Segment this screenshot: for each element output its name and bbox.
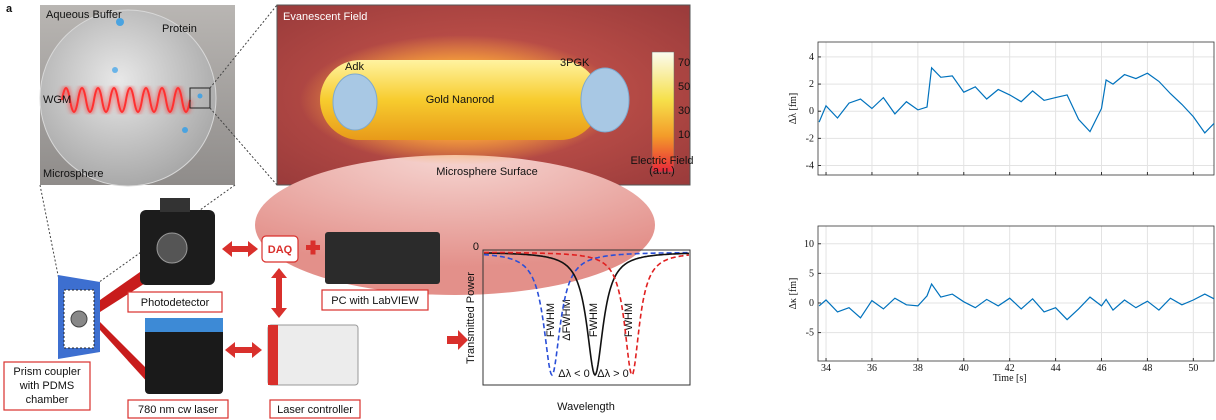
pc-label: PC with LabVIEW — [331, 295, 419, 307]
x-tick-label: 44 — [1051, 363, 1061, 374]
photodetector-label: Photodetector — [141, 297, 210, 309]
colorbar-title: (a.u.) — [649, 165, 675, 177]
x-axis-label: Wavelength — [557, 401, 615, 413]
x-tick-label: 34 — [821, 363, 831, 374]
y-tick-label: 0 — [809, 106, 814, 117]
wgm-label: WGM — [43, 94, 71, 106]
plot-area — [818, 42, 1214, 175]
shift-label: Δλ < 0 — [558, 368, 590, 380]
prism-label: chamber — [26, 394, 69, 406]
pgk-label: 3PGK — [560, 57, 590, 69]
x-tick-label: 40 — [959, 363, 969, 374]
y-axis-label: Transmitted Power — [465, 272, 477, 364]
fwhm-label: FWHM — [545, 303, 557, 337]
panel-label: a — [6, 3, 13, 15]
colorbar-tick: 30 — [678, 105, 690, 117]
rod-label: Gold Nanorod — [426, 94, 495, 106]
daq-label: DAQ — [268, 244, 293, 256]
buffer-label: Aqueous Buffer — [46, 9, 122, 21]
microsphere-label: Microsphere — [43, 168, 104, 180]
x-tick-label: 46 — [1097, 363, 1107, 374]
plot-area — [818, 226, 1214, 361]
field-title: Evanescent Field — [283, 11, 367, 23]
surface-label: Microsphere Surface — [436, 166, 538, 178]
x-tick-label: 50 — [1188, 363, 1198, 374]
colorbar-tick: 10 — [678, 129, 690, 141]
y-tick-label: 5 — [809, 268, 814, 279]
y-tick-label: 4 — [809, 52, 814, 63]
x-tick-label: 36 — [867, 363, 877, 374]
y-axis-label: Δλ [fm] — [788, 93, 799, 125]
x-tick-label: 48 — [1142, 363, 1152, 374]
fwhm-label: FWHM — [588, 303, 600, 337]
colorbar-tick: 70 — [678, 57, 690, 69]
prism-label: Prism coupler — [13, 366, 81, 378]
protein-label: Protein — [162, 23, 197, 35]
y-tick-label: -4 — [806, 161, 814, 172]
y-tick-label: -2 — [806, 133, 814, 144]
x-tick-label: 38 — [913, 363, 923, 374]
y-tick-label: 0 — [809, 298, 814, 309]
y-tick-label: 10 — [804, 239, 814, 250]
colorbar-tick: 50 — [678, 81, 690, 93]
y-tick-label: 2 — [809, 79, 814, 90]
laser-label: 780 nm cw laser — [138, 404, 218, 416]
adk-label: Adk — [345, 61, 364, 73]
controller-label: Laser controller — [277, 404, 353, 416]
figure: a Aqueous Buffer Protein WGM Microsphere… — [0, 0, 1216, 420]
x-axis-label: Time [s] — [993, 373, 1027, 384]
y-tick-label: -5 — [806, 328, 814, 339]
prism-label: with PDMS — [19, 380, 74, 392]
y-tick-label: 0 — [473, 241, 479, 253]
y-axis-label: Δκ [fm] — [788, 278, 799, 310]
shift-label: Δλ > 0 — [597, 368, 629, 380]
